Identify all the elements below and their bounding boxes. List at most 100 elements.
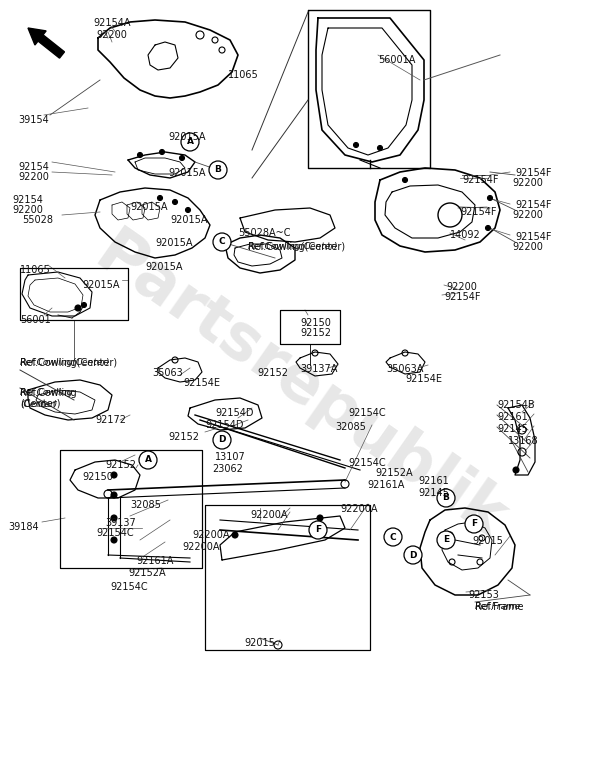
Circle shape: [213, 431, 231, 449]
Text: 92015: 92015: [472, 536, 503, 546]
Text: 11065: 11065: [228, 70, 259, 80]
Text: 92015A: 92015A: [168, 168, 205, 178]
Text: 92015A: 92015A: [155, 238, 193, 248]
Text: 92015: 92015: [244, 638, 275, 648]
Text: 92200A: 92200A: [250, 510, 287, 520]
Text: Ref.Cowling: Ref.Cowling: [20, 388, 77, 398]
Text: 23062: 23062: [212, 464, 243, 474]
Text: 13107: 13107: [215, 452, 246, 462]
Text: 39154: 39154: [18, 115, 49, 125]
Text: 92154F: 92154F: [460, 207, 497, 217]
Text: 92161A: 92161A: [367, 480, 404, 490]
Text: 92152: 92152: [105, 460, 136, 470]
Text: 92172: 92172: [95, 415, 126, 425]
Text: 92154F: 92154F: [515, 232, 551, 242]
Text: 92154: 92154: [12, 195, 43, 205]
Circle shape: [404, 546, 422, 564]
Text: D: D: [409, 550, 417, 560]
Text: 92150: 92150: [300, 318, 331, 328]
Circle shape: [111, 472, 117, 478]
Text: 92200: 92200: [512, 242, 543, 252]
Text: Ref.Frame: Ref.Frame: [475, 602, 523, 612]
Text: 92200: 92200: [18, 172, 49, 182]
Text: 35063: 35063: [152, 368, 183, 378]
Text: 92200: 92200: [512, 178, 543, 188]
Text: E: E: [443, 536, 449, 545]
Text: 92154C: 92154C: [348, 408, 386, 418]
Text: 92200A: 92200A: [182, 542, 220, 552]
Circle shape: [317, 515, 323, 521]
Text: 92161: 92161: [497, 412, 528, 422]
Circle shape: [111, 515, 117, 521]
Text: 92015A: 92015A: [170, 215, 208, 225]
Circle shape: [213, 233, 231, 251]
Circle shape: [111, 537, 117, 543]
Text: 32085: 32085: [130, 500, 161, 510]
Circle shape: [139, 451, 157, 469]
FancyArrow shape: [28, 28, 64, 58]
Circle shape: [111, 492, 117, 498]
Text: 92152A: 92152A: [375, 468, 413, 478]
Text: 13168: 13168: [508, 436, 539, 446]
Circle shape: [403, 177, 407, 182]
Circle shape: [485, 226, 491, 230]
Text: 32085: 32085: [335, 422, 366, 432]
Text: 56001A: 56001A: [378, 55, 415, 65]
Text: 92154E: 92154E: [183, 378, 220, 388]
Circle shape: [384, 528, 402, 546]
Circle shape: [75, 305, 81, 311]
Bar: [280, 310, 340, 344]
Circle shape: [173, 199, 178, 205]
Text: B: B: [443, 494, 449, 502]
Text: 39137A: 39137A: [300, 364, 337, 374]
Text: 14092: 14092: [450, 230, 481, 240]
Text: Ref.Cowling(Center): Ref.Cowling(Center): [20, 358, 110, 367]
Circle shape: [437, 489, 455, 507]
Text: 92154D: 92154D: [205, 420, 244, 430]
Circle shape: [309, 521, 327, 539]
Text: 39184: 39184: [8, 522, 38, 532]
Text: 92154F: 92154F: [515, 200, 551, 210]
Text: C: C: [389, 532, 397, 542]
Text: 92200: 92200: [512, 210, 543, 220]
Text: 92015A: 92015A: [145, 262, 182, 272]
Text: Ref.Cowling(Center): Ref.Cowling(Center): [248, 242, 345, 252]
Text: C: C: [218, 237, 226, 246]
Text: 92154D: 92154D: [215, 408, 254, 418]
Text: 11065: 11065: [20, 265, 51, 275]
Circle shape: [232, 532, 238, 538]
Text: 92154A: 92154A: [93, 18, 131, 28]
Circle shape: [157, 195, 163, 201]
Circle shape: [377, 146, 383, 150]
Circle shape: [179, 156, 185, 160]
Circle shape: [513, 467, 519, 473]
Text: D: D: [218, 436, 226, 445]
Text: 35063A: 35063A: [386, 364, 424, 374]
Text: 92200: 92200: [12, 205, 43, 215]
Text: 56001: 56001: [20, 315, 51, 325]
Text: 92200A: 92200A: [192, 530, 229, 540]
Circle shape: [209, 161, 227, 179]
Text: 92145: 92145: [497, 424, 528, 434]
Circle shape: [185, 208, 191, 212]
Text: 92154F: 92154F: [515, 168, 551, 178]
Text: 92150: 92150: [82, 472, 113, 482]
Circle shape: [353, 143, 359, 147]
Text: A: A: [145, 456, 151, 464]
Text: 92152: 92152: [300, 328, 331, 338]
Text: A: A: [187, 137, 193, 146]
Text: 92154B: 92154B: [497, 400, 535, 410]
Text: 92153: 92153: [468, 590, 499, 600]
Text: 92015A: 92015A: [130, 202, 167, 212]
Text: 92161: 92161: [418, 476, 449, 486]
Text: 55028A~C: 55028A~C: [238, 228, 290, 238]
Circle shape: [437, 531, 455, 549]
Bar: [20, 268, 128, 320]
Text: Ref.Frame: Ref.Frame: [475, 602, 521, 611]
Text: 55028: 55028: [22, 215, 53, 225]
Text: F: F: [315, 525, 321, 535]
Text: 92154: 92154: [18, 162, 49, 172]
Text: (Center): (Center): [20, 398, 61, 408]
Text: 92200: 92200: [96, 30, 127, 40]
Text: 92154F: 92154F: [462, 175, 499, 185]
